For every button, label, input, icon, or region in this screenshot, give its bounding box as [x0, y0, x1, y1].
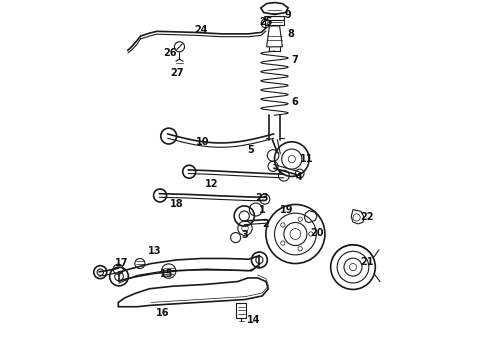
Text: 4: 4: [295, 172, 302, 183]
Text: 12: 12: [205, 179, 219, 189]
Text: 7: 7: [291, 55, 298, 65]
Text: 10: 10: [196, 137, 209, 147]
Text: 20: 20: [310, 228, 324, 238]
Text: 25: 25: [259, 17, 272, 27]
Text: 6: 6: [291, 96, 298, 107]
Text: 23: 23: [255, 193, 269, 203]
Text: 22: 22: [361, 212, 374, 222]
Text: 21: 21: [361, 257, 374, 267]
Text: 24: 24: [195, 25, 208, 35]
Text: 16: 16: [155, 308, 169, 318]
Text: 5: 5: [247, 145, 254, 155]
Text: 19: 19: [280, 204, 294, 215]
Text: 26: 26: [163, 48, 177, 58]
Text: 14: 14: [247, 315, 260, 325]
Text: 11: 11: [300, 154, 314, 164]
Text: 18: 18: [170, 199, 183, 210]
Text: 13: 13: [147, 246, 161, 256]
Text: 27: 27: [170, 68, 183, 78]
Text: 2: 2: [262, 219, 269, 229]
Text: 17: 17: [115, 258, 129, 268]
Text: 1: 1: [259, 204, 266, 215]
Text: 8: 8: [287, 29, 294, 39]
Text: 15: 15: [160, 269, 173, 279]
Text: 3: 3: [242, 230, 248, 240]
Text: 9: 9: [284, 10, 291, 20]
